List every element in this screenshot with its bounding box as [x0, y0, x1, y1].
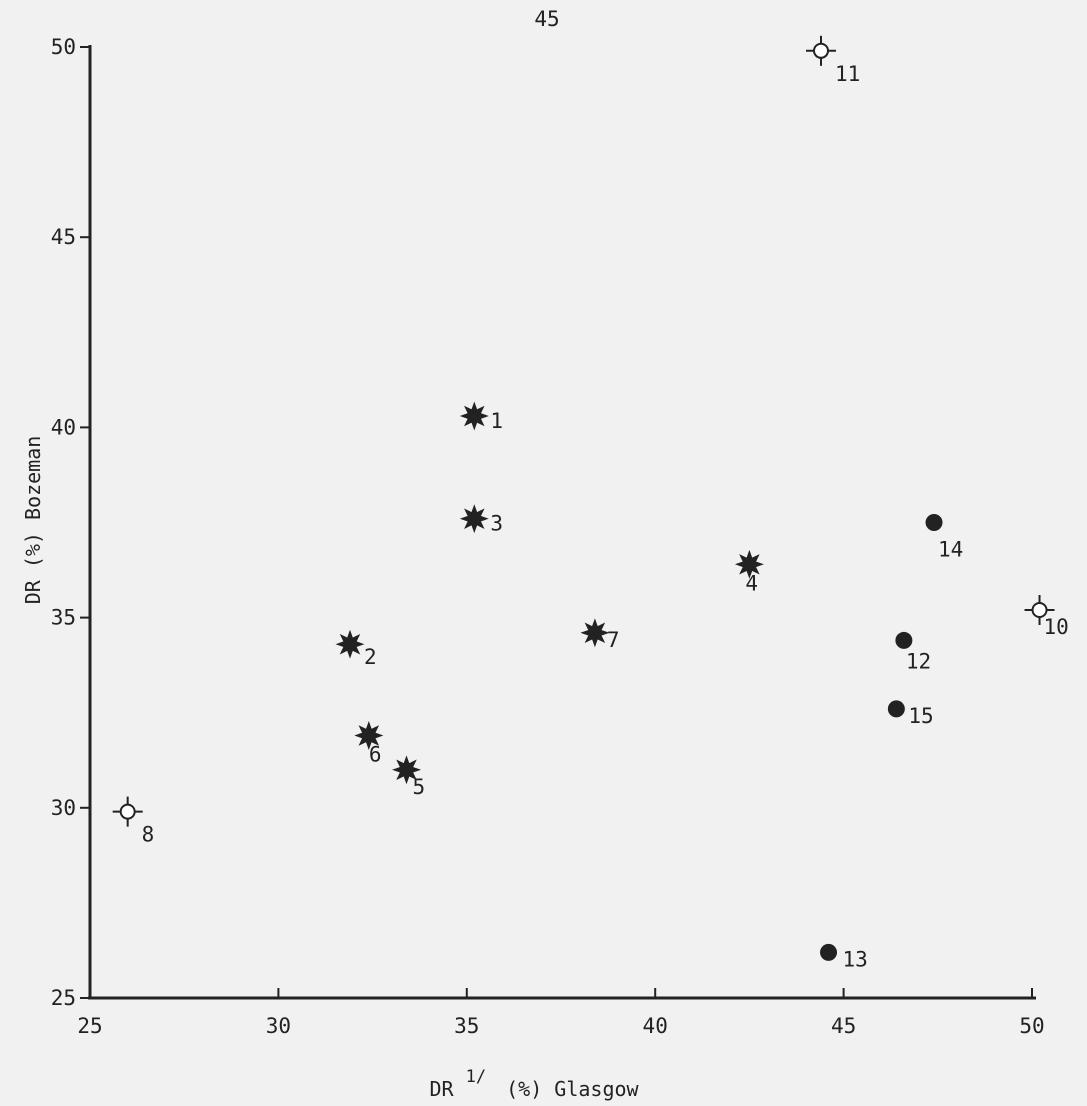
data-point: 10 — [1024, 594, 1069, 639]
filled-circle-marker — [895, 631, 913, 649]
point-label: 14 — [938, 538, 963, 562]
data-point: 8 — [112, 796, 155, 847]
data-point: 5 — [391, 755, 426, 799]
point-label: 8 — [142, 823, 155, 847]
y-tick-label: 40 — [51, 415, 76, 439]
data-point: 7 — [580, 618, 620, 652]
y-tick-label: 30 — [51, 796, 76, 820]
y-tick-label: 45 — [51, 225, 76, 249]
x-tick-label: 50 — [1019, 1014, 1044, 1038]
page-number: 45 — [534, 7, 559, 31]
star-marker — [335, 629, 365, 659]
filled-circle-marker — [887, 700, 905, 718]
filled-circle-marker — [820, 943, 838, 961]
y-tick-label: 50 — [51, 35, 76, 59]
filled-circle-marker — [925, 514, 943, 531]
y-tick-label: 35 — [51, 606, 76, 630]
data-point: 15 — [887, 700, 934, 728]
y-tick-label: 25 — [51, 986, 76, 1010]
star-marker — [734, 549, 764, 579]
star-marker — [354, 721, 384, 750]
data-point: 13 — [820, 943, 868, 971]
data-point: 3 — [459, 504, 503, 536]
point-label: 5 — [413, 775, 426, 799]
axes — [88, 45, 1036, 1000]
x-ticks: 25 30 35 40 45 50 — [77, 988, 1045, 1038]
point-label: 15 — [908, 704, 933, 728]
star-marker — [580, 618, 610, 648]
data-point: 11 — [805, 35, 860, 86]
star-marker — [459, 401, 489, 431]
data-point: 14 — [925, 514, 963, 562]
data-point: 6 — [354, 721, 384, 767]
point-label: 13 — [843, 947, 868, 971]
point-label: 2 — [364, 645, 377, 669]
data-point: 4 — [734, 549, 764, 595]
data-point: 12 — [895, 631, 931, 673]
x-tick-label: 30 — [266, 1014, 291, 1038]
point-label: 11 — [835, 62, 860, 86]
open-circle-marker — [119, 803, 136, 820]
x-axis-title-superscript: 1/ — [466, 1067, 486, 1087]
point-label: 6 — [369, 743, 382, 767]
point-label: 10 — [1044, 615, 1069, 639]
x-axis-title-suffix: (%) Glasgow — [506, 1077, 639, 1101]
point-label: 4 — [745, 571, 758, 595]
data-point: 1 — [459, 401, 503, 433]
x-tick-label: 45 — [831, 1014, 856, 1038]
point-label: 7 — [607, 628, 620, 652]
y-axis-title: DR (%) Bozeman — [21, 436, 45, 605]
data-point: 2 — [335, 629, 377, 669]
x-tick-label: 40 — [643, 1014, 668, 1038]
x-tick-label: 35 — [454, 1014, 479, 1038]
point-label: 12 — [906, 649, 931, 673]
open-circle-marker — [1031, 601, 1048, 618]
star-marker — [459, 504, 489, 534]
point-label: 1 — [490, 409, 503, 433]
open-circle-marker — [812, 42, 829, 59]
x-axis-title-prefix: DR — [429, 1077, 454, 1101]
x-tick-label: 25 — [77, 1014, 102, 1038]
x-axis-title: DR 1/ (%) Glasgow — [429, 1063, 639, 1101]
y-ticks: 25 30 35 40 45 50 — [51, 35, 90, 1010]
point-label: 3 — [490, 512, 503, 536]
star-marker — [391, 755, 422, 785]
